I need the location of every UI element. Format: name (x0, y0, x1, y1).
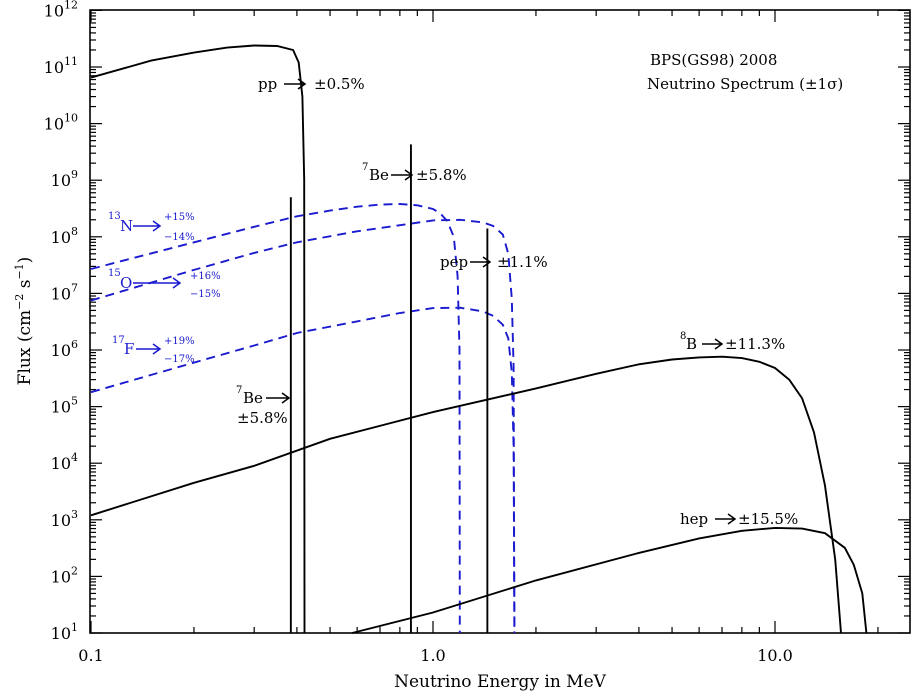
series-15o-line (90, 218, 516, 634)
x-axis-ticks (90, 10, 879, 633)
hep-arrow (715, 513, 737, 525)
n13-sup: 13 (108, 211, 121, 222)
be7-high-arrow (391, 169, 414, 181)
y-axis-label: Flux (cm−2 s−1) (13, 257, 35, 386)
pp-annotation: pp ±0.5% (258, 75, 365, 93)
series-8b-line (90, 355, 842, 634)
o15-sup: 15 (108, 268, 121, 279)
y-axis-tick-labels: 101 102 103 104 105 106 107 108 109 1010 1011 1012 (44, 0, 78, 643)
n13-label: N (120, 217, 133, 235)
pp-uncertainty: ±0.5% (314, 75, 365, 93)
series-13n-line (90, 203, 461, 634)
pep-annotation: pep ±1.1% (440, 253, 548, 271)
x-axis-tick-labels: 0.1 1.0 10.0 (78, 646, 793, 665)
n13-arrow (133, 220, 162, 232)
pep-arrow (470, 256, 492, 268)
y-tick-label-6: 107 (51, 281, 78, 303)
series-hep-line (351, 526, 868, 634)
x-tick-label-0: 0.1 (78, 646, 103, 665)
b8-uncertainty: ±11.3% (725, 335, 785, 353)
y-tick-label-2: 103 (51, 508, 78, 530)
pep-uncertainty: ±1.1% (497, 253, 548, 271)
be7-low-annotation: 7 Be ±5.8% (236, 385, 291, 427)
o15-minus: −15% (190, 289, 221, 300)
f17-plus: +19% (164, 336, 195, 347)
f17-label: F (124, 340, 134, 358)
b8-annotation: 8 B ±11.3% (680, 331, 785, 353)
f17-sup: 17 (112, 335, 125, 346)
x-tick-label-2: 10.0 (757, 646, 793, 665)
o15-label: O (120, 274, 132, 292)
be7-high-uncertainty: ±5.8% (416, 166, 467, 184)
y-tick-label-11: 1012 (44, 0, 78, 20)
y-tick-label-4: 105 (51, 395, 78, 417)
b8-arrow (702, 338, 724, 350)
o15-arrow (133, 277, 182, 289)
x-tick-label-1: 1.0 (420, 646, 445, 665)
series-17f-line (90, 306, 516, 634)
y-tick-label-10: 1011 (44, 55, 78, 77)
f17-minus: −17% (164, 354, 195, 365)
n13-minus: −14% (164, 232, 195, 243)
y-axis-ticks (90, 9, 910, 634)
hep-annotation: hep ±15.5% (680, 510, 798, 528)
n13-annotation: 13 N +15% −14% (108, 211, 195, 243)
o15-annotation: 15 O +16% −15% (108, 268, 221, 300)
f17-annotation: 17 F +19% −17% (112, 335, 195, 365)
f17-arrow (136, 343, 162, 355)
be7-low-sup: 7 (236, 385, 242, 396)
y-tick-label-8: 109 (51, 168, 78, 190)
y-tick-label-7: 108 (51, 225, 78, 247)
be7-low-uncertainty: ±5.8% (237, 409, 288, 427)
y-tick-label-1: 102 (51, 564, 78, 586)
b8-sup: 8 (680, 331, 686, 342)
b8-label: B (686, 335, 697, 353)
y-tick-label-3: 104 (51, 451, 78, 473)
pp-arrow (284, 78, 307, 90)
chart-title: BPS(GS98) 2008 (650, 51, 777, 69)
series-curves (90, 44, 868, 634)
y-tick-label-5: 106 (51, 338, 78, 360)
be7-high-sup: 7 (362, 162, 368, 173)
series-pp-line (90, 44, 306, 634)
be7-high-label: Be (369, 166, 389, 184)
be7-low-arrow (266, 392, 291, 404)
n13-plus: +15% (164, 212, 195, 223)
x-axis-label: Neutrino Energy in MeV (394, 672, 607, 692)
be7-high-annotation: 7 Be ±5.8% (362, 162, 467, 184)
o15-plus: +16% (190, 271, 221, 282)
be7-low-label: Be (243, 389, 263, 407)
pp-label: pp (258, 75, 277, 93)
y-tick-label-9: 1010 (44, 112, 78, 134)
plot-frame (89, 9, 911, 634)
pep-label: pep (440, 253, 468, 271)
chart-subtitle: Neutrino Spectrum (±1σ) (647, 75, 843, 93)
hep-label: hep (680, 510, 708, 528)
hep-uncertainty: ±15.5% (738, 510, 798, 528)
line-sources (289, 144, 489, 633)
y-tick-label-0: 101 (51, 621, 78, 643)
